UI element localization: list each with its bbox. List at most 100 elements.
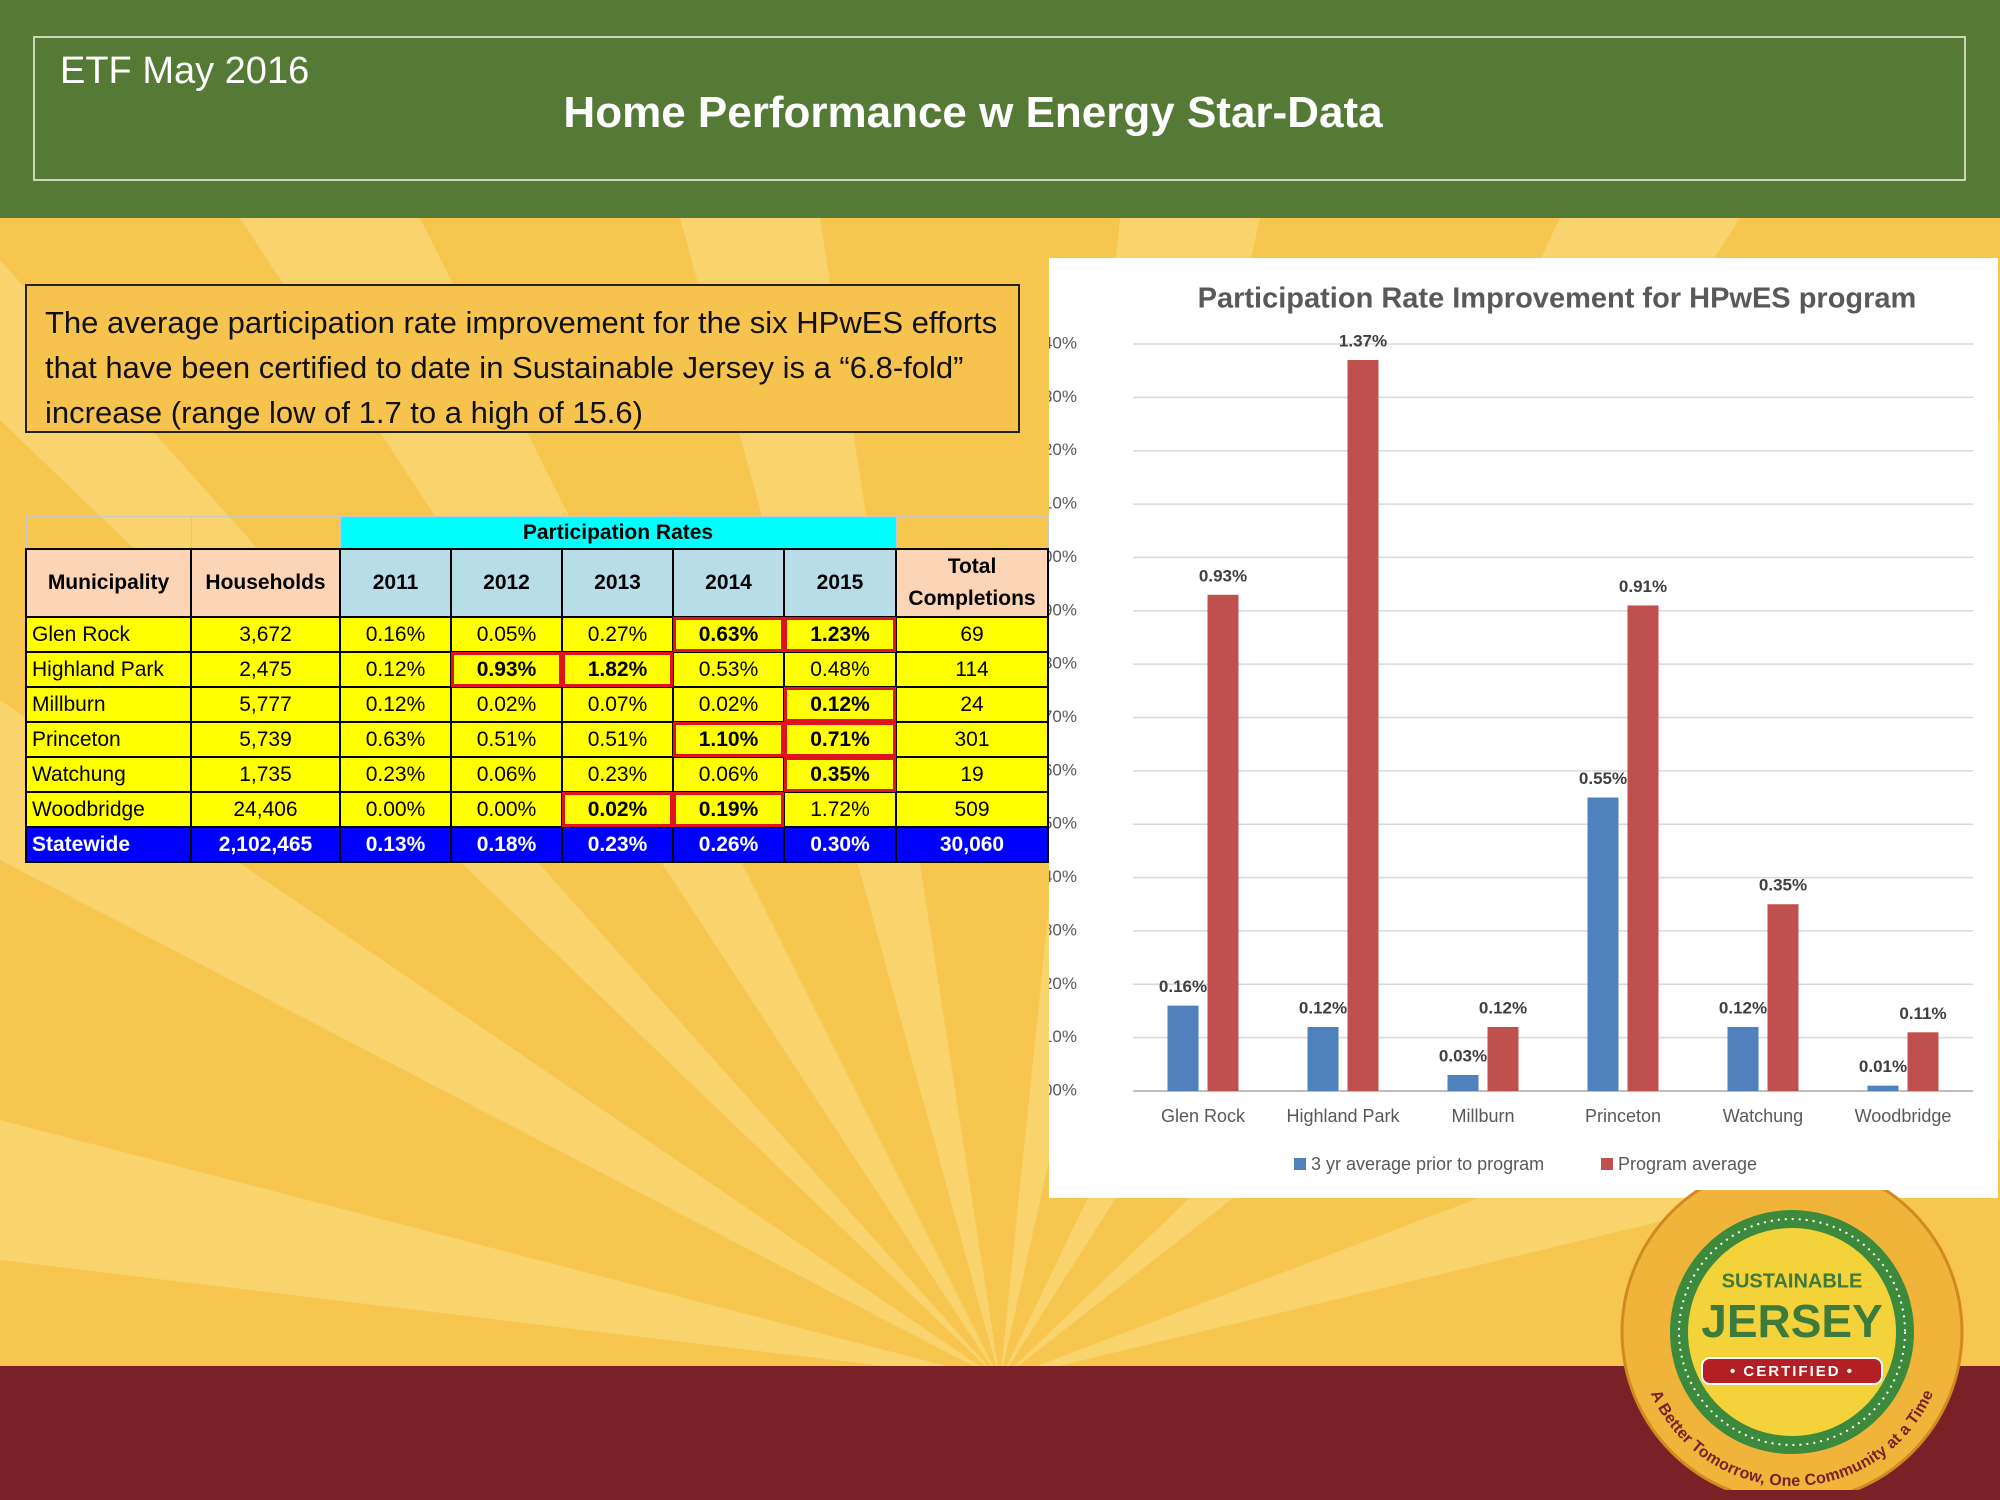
logo-main: JERSEY <box>1701 1295 1883 1347</box>
table-cell: 0.23% <box>561 756 674 793</box>
table-cell: 24,406 <box>190 791 341 828</box>
table-cell: 0.06% <box>672 756 785 793</box>
slide-title: Home Performance w Energy Star-Data <box>563 88 1383 137</box>
table-cell: 0.63% <box>672 616 785 653</box>
table-cell: 0.53% <box>672 651 785 688</box>
table-cell: 0.16% <box>339 616 452 653</box>
table-cell: 0.02% <box>561 791 674 828</box>
bar <box>1767 904 1799 1091</box>
table-cell: 2,475 <box>190 651 341 688</box>
table-cell: 0.18% <box>450 826 563 863</box>
column-header: 2014 <box>672 548 785 618</box>
table-cell: 0.23% <box>339 756 452 793</box>
y-tick-label: 1.00% <box>1049 547 1077 566</box>
bar <box>1447 1074 1479 1091</box>
bar <box>1587 797 1619 1091</box>
table-cell: 0.51% <box>450 721 563 758</box>
ray <box>0 1120 1000 1380</box>
value-label: 0.12% <box>1719 998 1767 1017</box>
bar <box>1727 1026 1759 1091</box>
data-row: Highland Park 2,475 0.12% 0.93% 1.82% 0.53% 0.… <box>25 651 1049 688</box>
table-cell: 0.63% <box>339 721 452 758</box>
table-cell: 24 <box>895 686 1049 723</box>
y-tick-label: 1.40% <box>1049 333 1077 352</box>
bar <box>1347 360 1379 1091</box>
value-label: 1.37% <box>1339 331 1387 350</box>
header-row: Municipality Households 2011 2012 2013 2014 20… <box>25 548 1049 618</box>
x-tick-label: Princeton <box>1585 1106 1661 1126</box>
callout: The average participation rate improveme… <box>25 284 1020 433</box>
table-cell: 0.12% <box>339 686 452 723</box>
y-tick-label: 0.20% <box>1049 974 1077 993</box>
table-body: Participation Rates Municipality Household… <box>25 516 1049 863</box>
data-row: Millburn 5,777 0.12% 0.02% 0.07% 0.02% 0.12% 24 <box>25 686 1049 723</box>
table-cell: 2,102,465 <box>190 826 341 863</box>
table-cell: Princeton <box>25 721 192 758</box>
column-header: Municipality <box>25 548 192 618</box>
value-label: 0.12% <box>1299 998 1347 1017</box>
logo-top: SUSTAINABLE <box>1722 1270 1863 1292</box>
total-row: Statewide 2,102,465 0.13% 0.18% 0.23% 0.26% 0.… <box>25 826 1049 863</box>
bar <box>1487 1026 1519 1091</box>
table-cell: 0.51% <box>561 721 674 758</box>
table-cell: 0.30% <box>783 826 897 863</box>
y-tick-label: 0.10% <box>1049 1027 1077 1046</box>
y-tick-label: 1.30% <box>1049 387 1077 406</box>
legend-label: 3 yr average prior to program <box>1311 1154 1544 1174</box>
y-tick-label: 0.50% <box>1049 814 1077 833</box>
table-cell: Highland Park <box>25 651 192 688</box>
bar <box>1907 1032 1939 1091</box>
table-cell: 301 <box>895 721 1049 758</box>
blank-cell <box>190 516 341 550</box>
table-cell: 0.02% <box>450 686 563 723</box>
value-label: 0.16% <box>1159 977 1207 996</box>
table-cell: Watchung <box>25 756 192 793</box>
legend-swatch <box>1601 1158 1613 1170</box>
table-cell: 1.23% <box>783 616 897 653</box>
value-label: 0.11% <box>1899 1004 1946 1023</box>
data-row: Princeton 5,739 0.63% 0.51% 0.51% 1.10% 0.71% 3… <box>25 721 1049 758</box>
legend-label: Program average <box>1618 1154 1757 1174</box>
table-cell: 114 <box>895 651 1049 688</box>
table-cell: 0.12% <box>783 686 897 723</box>
y-tick-label: 1.20% <box>1049 440 1077 459</box>
group-header-row: Participation Rates <box>25 516 1049 550</box>
chart: Participation Rate Improvement for HPwES… <box>1049 283 1973 1174</box>
y-tick-label: 0.70% <box>1049 707 1077 726</box>
value-label: 0.03% <box>1439 1046 1487 1065</box>
ray <box>0 700 1000 1380</box>
table-cell: 0.19% <box>672 791 785 828</box>
x-tick-label: Glen Rock <box>1161 1106 1246 1126</box>
column-header: Households <box>190 548 341 618</box>
logo-badge-bg <box>1701 1357 1883 1385</box>
data-row: Glen Rock 3,672 0.16% 0.05% 0.27% 0.63% 1.23% 6… <box>25 616 1049 653</box>
bar <box>1307 1026 1339 1091</box>
column-header: Total Completions <box>895 548 1049 618</box>
value-label: 0.12% <box>1479 998 1527 1017</box>
value-label: 0.01% <box>1859 1057 1907 1076</box>
table-cell: 5,739 <box>190 721 341 758</box>
y-tick-label: 0.60% <box>1049 760 1077 779</box>
table-cell: 0.23% <box>561 826 674 863</box>
table-cell: 5,777 <box>190 686 341 723</box>
data-row: Woodbridge 24,406 0.00% 0.00% 0.02% 0.19% 1.72… <box>25 791 1049 828</box>
logo-dots <box>1678 1218 1906 1446</box>
legend-swatch <box>1294 1158 1306 1170</box>
y-tick-label: 0.30% <box>1049 920 1077 939</box>
table-cell: 0.12% <box>339 651 452 688</box>
table-cell: Statewide <box>25 826 192 863</box>
y-tick-label: 1.10% <box>1049 494 1077 513</box>
table-cell: 0.05% <box>450 616 563 653</box>
x-tick-label: Watchung <box>1723 1106 1803 1126</box>
table-cell: 69 <box>895 616 1049 653</box>
table-cell: 0.93% <box>450 651 563 688</box>
y-tick-label: 0.90% <box>1049 600 1077 619</box>
table-cell: 0.48% <box>783 651 897 688</box>
table-cell: 0.02% <box>672 686 785 723</box>
table-cell: 509 <box>895 791 1049 828</box>
bar <box>1207 594 1239 1091</box>
table-cell: 0.06% <box>450 756 563 793</box>
table-cell: 0.26% <box>672 826 785 863</box>
bar <box>1167 1005 1199 1091</box>
bar <box>1627 605 1659 1091</box>
